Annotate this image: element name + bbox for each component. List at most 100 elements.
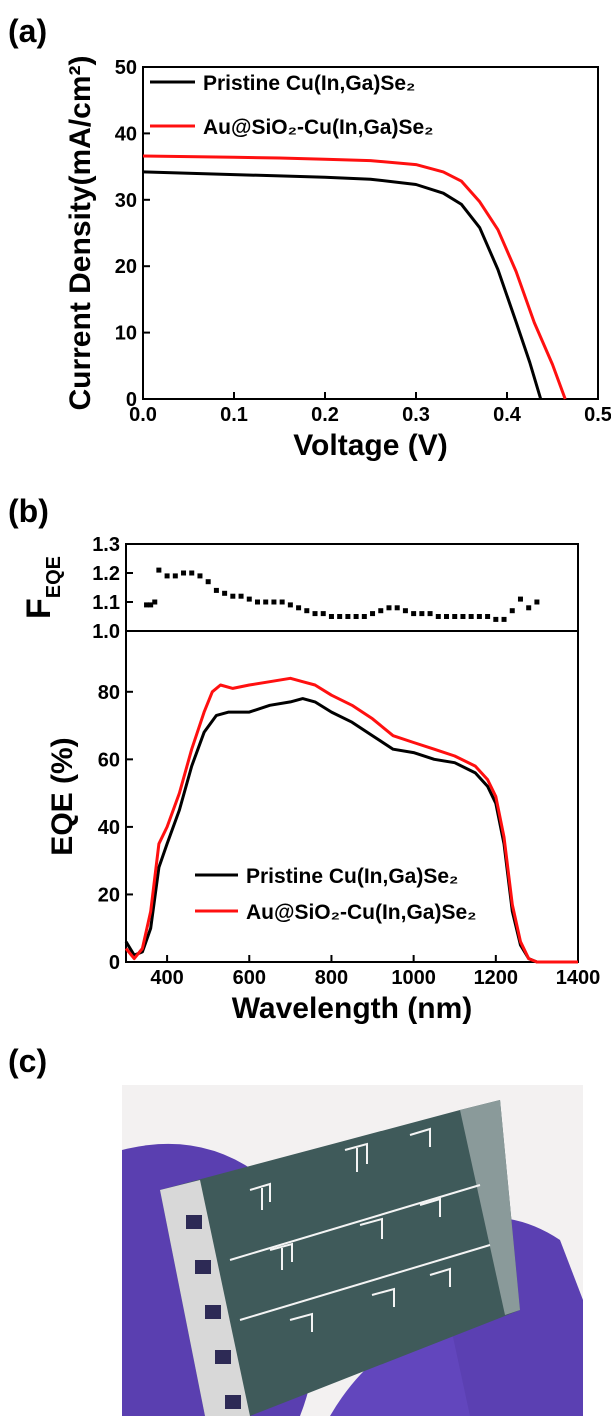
- data-point: [312, 611, 318, 617]
- y-tick-label: 20: [98, 884, 120, 906]
- x-axis-label: Voltage (V): [293, 429, 447, 462]
- x-tick-label: 0.5: [584, 404, 611, 426]
- data-point: [394, 605, 400, 611]
- data-point: [345, 614, 351, 619]
- data-point: [370, 611, 376, 617]
- data-point: [337, 614, 343, 619]
- data-point: [485, 614, 491, 619]
- x-tick-label: 600: [233, 967, 266, 989]
- x-tick-label: 0.3: [402, 404, 430, 426]
- data-point: [435, 614, 441, 619]
- y-tick-label: 20: [115, 256, 137, 278]
- x-tick-label: 800: [315, 967, 348, 989]
- x-tick-label: 0.4: [493, 404, 522, 426]
- data-line: [124, 676, 578, 964]
- holder-pins: [186, 1215, 241, 1409]
- data-point: [164, 573, 170, 579]
- data-point: [468, 614, 474, 619]
- y-axis-label-main: EQE (%): [46, 737, 79, 855]
- data-point: [148, 602, 154, 608]
- data-point: [534, 599, 540, 605]
- data-point: [254, 599, 260, 605]
- data-point: [189, 570, 195, 576]
- plot-frame: [125, 630, 579, 963]
- y-axis-label: Current Density(mA/cm²): [64, 55, 97, 410]
- data-point: [304, 608, 310, 614]
- legend-label: Pristine Cu(In,Ga)Se₂: [203, 72, 415, 95]
- panel-label: (a): [8, 13, 47, 49]
- device-glass: [160, 1100, 520, 1416]
- data-point: [279, 599, 285, 605]
- data-point: [476, 614, 482, 619]
- data-point: [144, 602, 150, 608]
- y-tick-label: 30: [115, 190, 137, 212]
- data-point: [246, 596, 252, 602]
- data-point: [296, 605, 302, 611]
- x-tick-label: 1200: [474, 967, 519, 989]
- y-tick-label: 80: [98, 682, 120, 704]
- data-point: [378, 608, 384, 614]
- x-tick-label: 1400: [556, 967, 601, 989]
- data-point: [452, 614, 458, 619]
- y-tick-label: 50: [115, 57, 137, 79]
- data-point: [509, 608, 515, 614]
- y-axis-label-main: Current Density(mA/cm²): [64, 55, 97, 410]
- legend-label: Au@SiO₂-Cu(In,Ga)Se₂: [246, 901, 476, 924]
- data-point: [444, 614, 450, 619]
- data-point: [328, 614, 334, 619]
- data-point: [361, 614, 367, 619]
- y-tick-label: 40: [115, 123, 137, 145]
- data-point: [152, 599, 158, 605]
- y-tick-label: 10: [115, 323, 137, 345]
- data-point: [172, 573, 178, 579]
- device-edge: [460, 1100, 520, 1315]
- data-point: [320, 611, 326, 617]
- plot-frame: [142, 66, 599, 400]
- x-tick-label: 400: [150, 967, 183, 989]
- x-tick-label: 0.1: [220, 404, 248, 426]
- data-line: [142, 154, 567, 400]
- data-point: [271, 599, 277, 605]
- y-tick-label: 1.1: [92, 592, 120, 614]
- data-point: [526, 605, 532, 611]
- plot-frame: [125, 543, 579, 632]
- data-line: [142, 170, 543, 400]
- data-point: [460, 614, 466, 619]
- y-tick-label: 40: [98, 817, 120, 839]
- data-point: [238, 593, 244, 599]
- x-tick-label: 0.0: [129, 404, 157, 426]
- y-axis-label-main: F: [20, 598, 58, 619]
- y-tick-label: 0: [126, 389, 137, 411]
- data-point: [287, 602, 293, 608]
- legend-label: Au@SiO₂-Cu(In,Ga)Se₂: [203, 116, 433, 139]
- y-tick-label: 1.0: [92, 621, 120, 643]
- y-tick-label: 1.2: [92, 563, 120, 585]
- y-tick-label: 60: [98, 749, 120, 771]
- data-point: [386, 605, 392, 611]
- data-point: [402, 608, 408, 614]
- data-point: [213, 587, 219, 593]
- legend-label: Pristine Cu(In,Ga)Se₂: [246, 865, 458, 888]
- x-axis-label: Wavelength (nm): [232, 992, 473, 1025]
- photo: [122, 1085, 583, 1416]
- data-point: [181, 570, 187, 576]
- data-point: [197, 573, 203, 579]
- data-point: [230, 593, 236, 599]
- data-point: [427, 611, 433, 617]
- data-point: [419, 611, 425, 617]
- panel-label: (b): [8, 493, 49, 529]
- y-tick-label: 0: [109, 952, 120, 974]
- x-tick-label: 1000: [391, 967, 436, 989]
- data-point: [353, 614, 359, 619]
- data-point: [205, 579, 211, 585]
- x-tick-label: 0.2: [311, 404, 339, 426]
- electrodes: [229, 1127, 491, 1332]
- data-point: [517, 596, 523, 602]
- panel-label: (c): [8, 1043, 47, 1079]
- data-point: [501, 616, 507, 622]
- data-point: [222, 590, 228, 596]
- y-axis-label-sub: EQE: [43, 556, 65, 598]
